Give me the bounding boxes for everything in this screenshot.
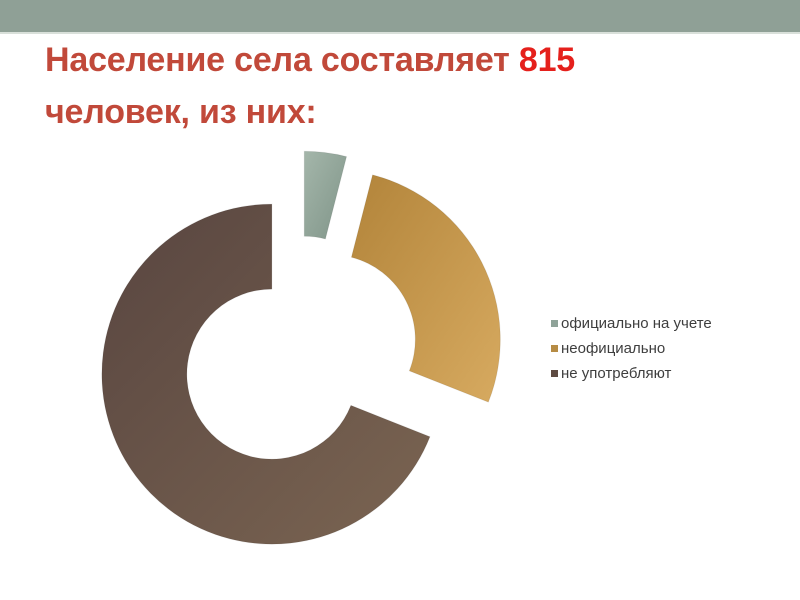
title-number: 815 xyxy=(518,41,575,79)
top-accent-bar xyxy=(0,0,800,34)
pie-slice-0 xyxy=(303,150,348,240)
legend-item: официально на учете xyxy=(551,311,712,336)
pie-slice-1 xyxy=(350,174,501,403)
legend-label: не употребляют xyxy=(561,365,672,382)
title-text-after: человек, из них: xyxy=(45,93,317,131)
legend-label: неофициально xyxy=(561,340,666,357)
title-text-before: Население села составляет xyxy=(45,41,519,79)
slide-title: Население села составляет 815 человек, и… xyxy=(45,34,715,138)
legend-marker-unofficially xyxy=(551,345,558,352)
legend-marker-dont-use xyxy=(551,370,558,377)
legend-item: не употребляют xyxy=(551,361,712,386)
legend-item: неофициально xyxy=(551,336,712,361)
pie-slice-2 xyxy=(101,203,431,545)
chart-legend: официально на учете неофициально не упот… xyxy=(551,311,712,386)
legend-marker-officially xyxy=(551,320,558,327)
legend-label: официально на учете xyxy=(561,315,712,332)
